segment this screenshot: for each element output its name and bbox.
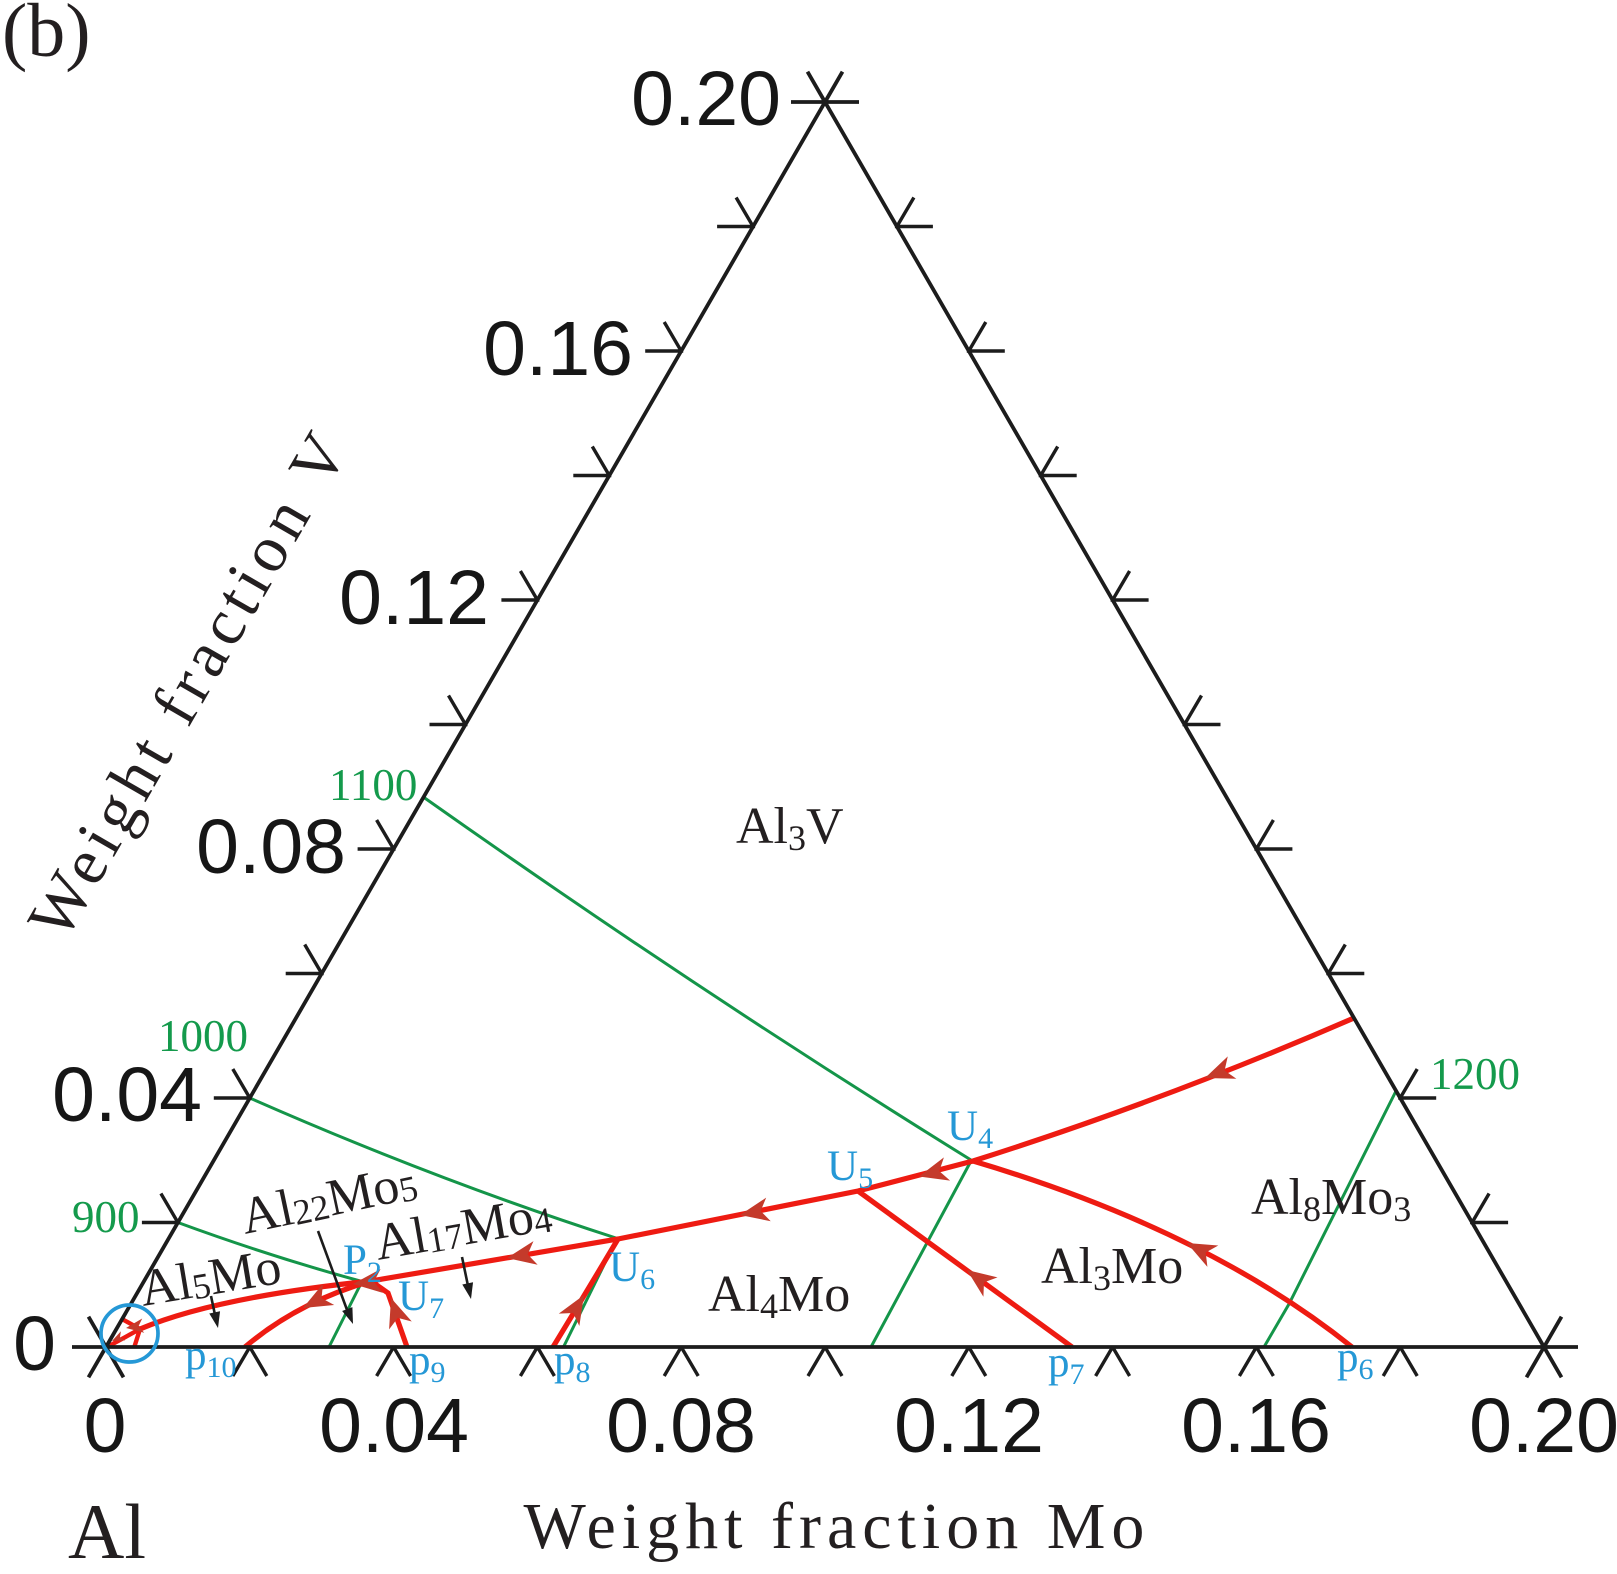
svg-text:U4: U4	[947, 1103, 993, 1155]
svg-text:Al4Mo: Al4Mo	[708, 1266, 850, 1326]
svg-text:(b): (b)	[2, 0, 91, 73]
svg-text:0.04: 0.04	[319, 1383, 469, 1469]
svg-text:0.16: 0.16	[483, 306, 633, 392]
svg-text:0.16: 0.16	[1181, 1383, 1331, 1469]
svg-text:0.08: 0.08	[196, 804, 346, 890]
svg-text:0: 0	[13, 1301, 56, 1387]
svg-text:1200: 1200	[1430, 1049, 1520, 1099]
svg-text:Weight fraction Mo: Weight fraction Mo	[524, 1490, 1151, 1563]
svg-text:Al8Mo3: Al8Mo3	[1251, 1169, 1411, 1229]
svg-text:0.04: 0.04	[52, 1052, 202, 1138]
svg-text:1000: 1000	[158, 1011, 248, 1061]
svg-text:1100: 1100	[329, 760, 417, 810]
svg-text:0.20: 0.20	[1469, 1383, 1617, 1469]
svg-text:0.08: 0.08	[606, 1383, 756, 1469]
svg-text:0.12: 0.12	[339, 555, 489, 641]
svg-text:0.12: 0.12	[894, 1383, 1044, 1469]
svg-text:0: 0	[84, 1383, 127, 1469]
svg-text:Al3Mo: Al3Mo	[1041, 1238, 1183, 1298]
svg-text:Al: Al	[68, 1488, 146, 1574]
svg-text:900: 900	[72, 1192, 140, 1242]
svg-text:p6: p6	[1337, 1334, 1374, 1386]
svg-text:0.20: 0.20	[631, 56, 781, 142]
svg-text:P2: P2	[343, 1237, 382, 1289]
